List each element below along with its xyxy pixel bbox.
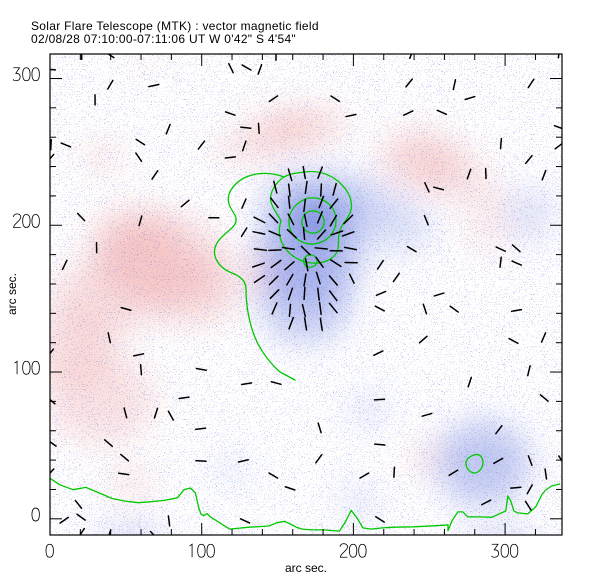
svg-text:Solar Flare Telescope (MTK) :: Solar Flare Telescope (MTK) : vector mag… [31, 19, 319, 33]
svg-text:arc sec.: arc sec. [285, 561, 327, 575]
svg-text:02/08/28 07:10:00-07:11:06 U: 02/08/28 07:10:00-07:11:06 UT W 0'42" S … [31, 32, 296, 46]
svg-text:arc sec.: arc sec. [5, 273, 19, 315]
